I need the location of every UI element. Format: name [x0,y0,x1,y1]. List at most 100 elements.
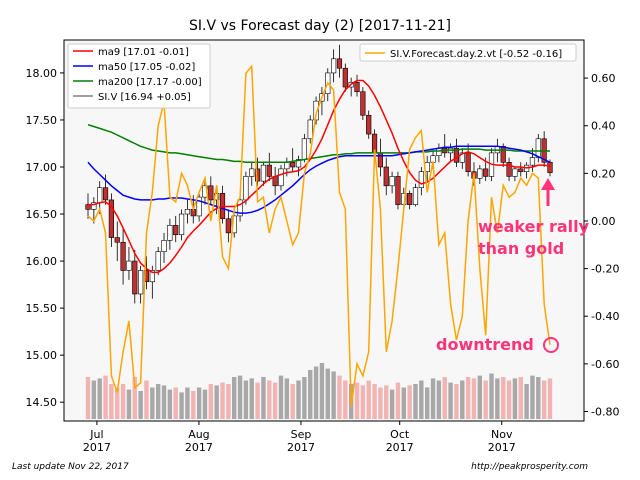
right-tick-label: 0.20 [591,167,616,180]
volume-bar [290,384,295,419]
legend-left-label: ma9 [17.01 -0.01] [98,47,189,58]
forecast-line [87,64,551,407]
volume-bar [109,384,114,419]
candle-body [547,161,553,173]
candle-body [407,193,413,205]
right-tick-label: -0.40 [591,310,619,323]
volume-bar [372,384,377,419]
volume-bar [401,387,406,419]
left-tick-label: 15.50 [26,302,58,315]
volume-bar [261,377,266,419]
volume-bar [138,391,143,419]
x-tick-year: 2017 [185,441,213,454]
legend-left-label: ma50 [17.05 -0.02] [98,62,195,73]
volume-bar [202,389,208,419]
candle-body [354,82,360,93]
candle-body [506,161,512,177]
right-tick-label: -0.60 [591,358,619,371]
x-tick-year: 2017 [386,441,414,454]
volume-bar [424,387,430,419]
candle-body [483,168,489,177]
candle-body [295,159,302,168]
left-axis: 14.50 15.00 15.50 16.00 16.50 17.00 17.50 18.00 [26,67,64,409]
volume-bar [436,380,442,419]
volume-bar [495,378,500,419]
candle-body [254,168,261,182]
volume-bar [185,387,190,419]
candle-body [97,187,103,204]
left-tick-label: 14.50 [26,396,58,409]
volume-bar [506,380,512,419]
volume-bar [547,378,553,419]
legend-left-box [67,43,211,109]
annotation-weaker-rally: weaker rally [478,217,590,236]
legend-left-label: ma200 [17.17 -0.00] [98,77,202,88]
x-tick-month: Nov [491,428,513,441]
candle-body [313,100,319,121]
volume-bar [407,385,412,419]
left-tick-label: 17.50 [26,114,58,127]
candle-body [243,176,249,201]
volume-bar [179,392,184,419]
volume-bar [272,382,278,419]
volume-bar [220,382,225,419]
volume-bar [267,380,272,419]
volume-bar [524,384,529,419]
volume-bar [278,375,284,419]
volume-bar [150,387,155,419]
candle-body [336,58,343,69]
candle-body [366,114,372,135]
ma50-line [87,145,551,214]
volume-bar [337,375,342,419]
volume-bar [489,373,494,419]
left-tick-label: 15.00 [26,349,58,362]
annotations: weaker rally than gold downtrend [436,178,590,354]
candle-body [249,168,255,177]
candle-body [290,161,296,168]
candle-body [266,164,272,177]
volume-bar [331,371,336,419]
x-tick-year: 2017 [83,441,111,454]
volume-bar [343,380,348,419]
volume-bar [155,384,161,419]
volume-bar [512,378,518,419]
volume-bar [454,384,459,419]
candle-body [196,196,202,217]
volume-bar [448,382,453,419]
volume-bars [85,363,553,419]
footer-last-update: Last update Nov 22, 2017 [12,462,129,472]
candle-body [301,138,307,160]
candle-body [155,251,161,271]
annotation-arrow-head [541,178,555,190]
volume-bar [536,377,541,419]
volume-bar [430,378,436,419]
volume-bar [214,385,219,419]
annotation-than-gold: than gold [478,239,564,258]
volume-bar [97,378,102,419]
x-tick-month: Oct [390,428,410,441]
volume-bar [191,391,196,419]
volume-bar [518,377,523,419]
volume-bar [302,377,307,419]
volume-bar [308,370,313,419]
candle-body [436,147,442,157]
volume-bar [483,380,488,419]
candle-body [208,185,214,201]
legend-left-label: SI.V [16.94 +0.05] [98,92,191,103]
volume-bar [384,385,389,419]
volume-bar [296,380,301,419]
volume-bar [284,378,290,419]
volume-bar [161,385,167,419]
volume-bar [196,387,202,419]
candle-body [529,157,536,166]
candle-body [535,138,541,158]
volume-bar [465,377,471,419]
right-tick-label: 0.00 [591,215,616,228]
volume-bar [243,380,249,419]
right-tick-label: 0.60 [591,72,616,85]
left-tick-label: 16.50 [26,208,58,221]
left-tick-label: 17.00 [26,161,58,174]
legend-right-label: SI.V.Forecast.day.2.vt [-0.52 -0.16] [390,49,562,60]
